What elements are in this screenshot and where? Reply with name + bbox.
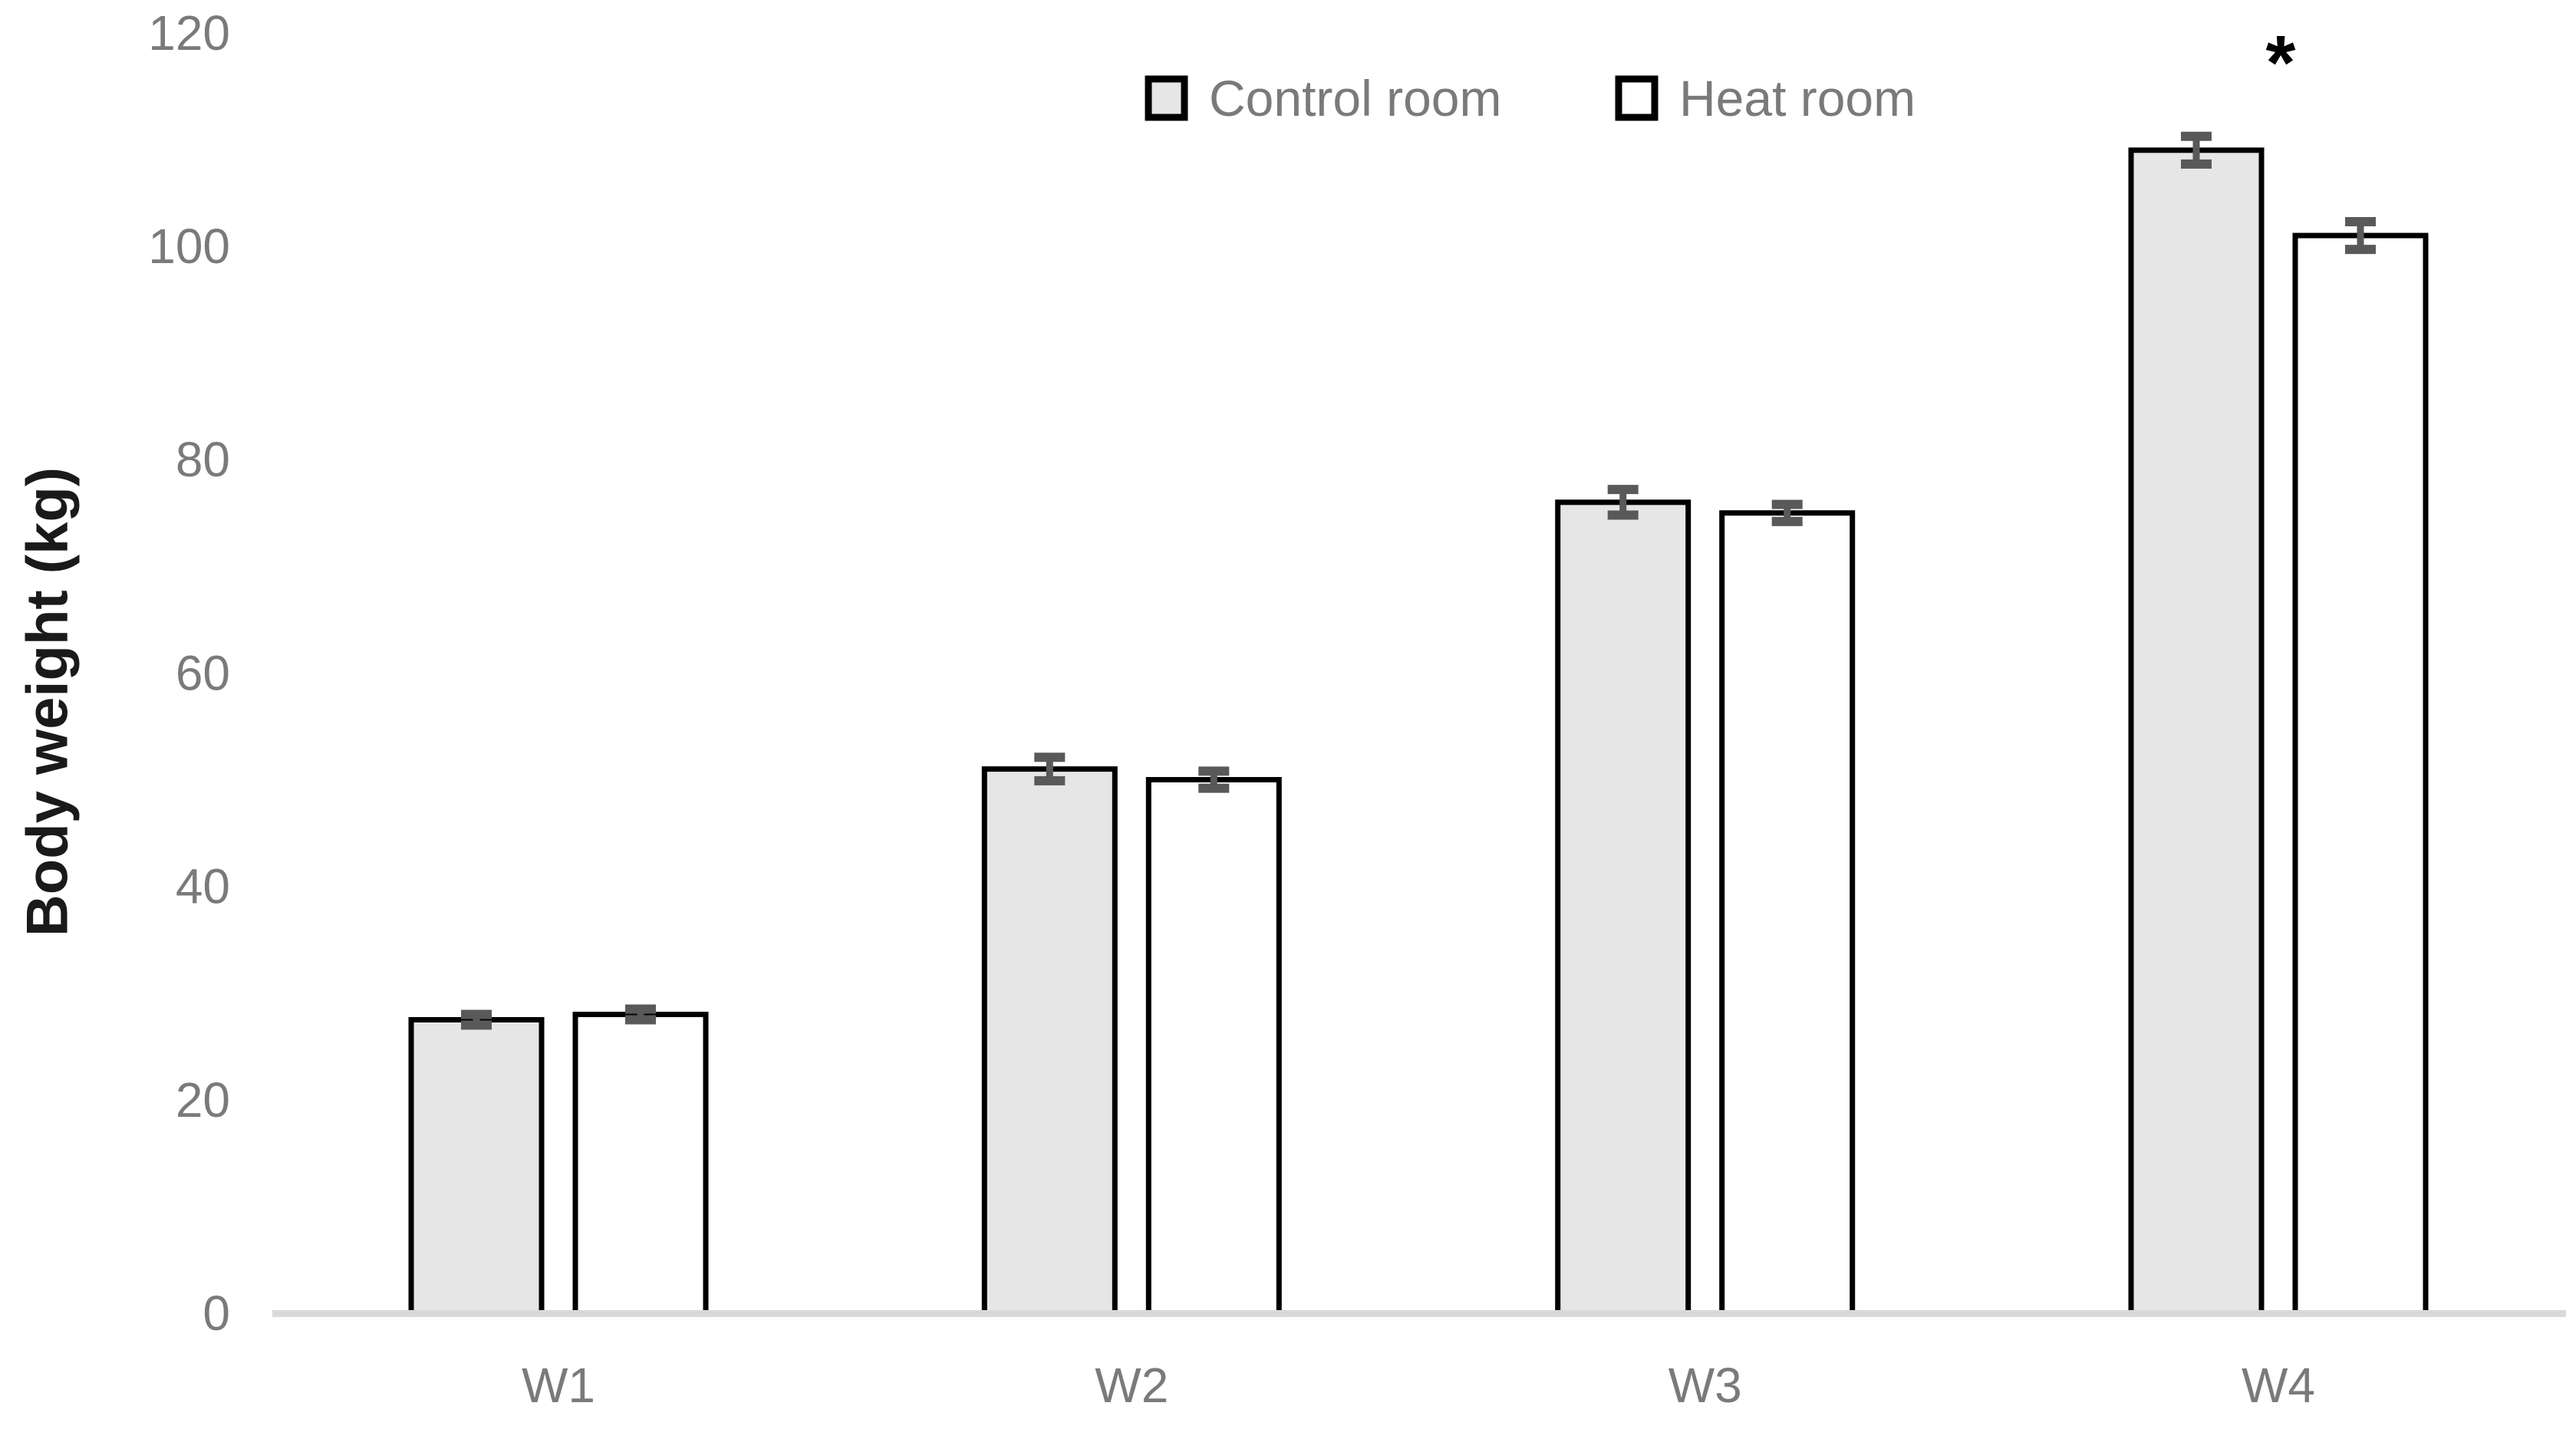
- bar-control-room-w2: [981, 766, 1118, 1316]
- error-cap-bottom-control-room-w2: [1034, 775, 1066, 785]
- error-cap-top-control-room-w1: [461, 1009, 492, 1019]
- bar-control-room-w3: [1555, 499, 1692, 1316]
- bar-heat-room-w4: [2292, 232, 2429, 1316]
- error-cap-top-control-room-w3: [1607, 485, 1639, 495]
- error-cap-bottom-heat-room-w3: [1771, 516, 1803, 526]
- y-tick-label-60: 60: [176, 645, 230, 700]
- error-cap-top-heat-room-w2: [1198, 766, 1230, 776]
- error-cap-bottom-heat-room-w1: [625, 1015, 656, 1025]
- error-bars-layer: [461, 131, 2376, 1030]
- error-cap-top-control-room-w4: [2181, 131, 2212, 141]
- bar-control-room-w1: [408, 1016, 545, 1316]
- legend: Control room Heat room: [1145, 70, 1916, 127]
- y-tick-label-20: 20: [176, 1072, 230, 1128]
- error-cap-bottom-control-room-w4: [2181, 159, 2212, 169]
- y-tick-label-120: 120: [148, 5, 230, 61]
- x-category-label-w3: W3: [1668, 1358, 1742, 1413]
- y-tick-label-40: 40: [176, 859, 230, 914]
- error-cap-top-heat-room-w3: [1771, 499, 1803, 509]
- x-axis-line: [272, 1310, 2566, 1317]
- x-category-labels: W1 W2 W3 W4: [522, 1358, 2315, 1413]
- legend-label-control-room: Control room: [1209, 70, 1501, 127]
- bar-heat-room-w1: [572, 1012, 709, 1316]
- legend-label-heat-room: Heat room: [1679, 70, 1916, 127]
- y-tick-labels: 0 20 40 60 80 100 120: [148, 5, 230, 1341]
- error-cap-bottom-control-room-w3: [1607, 510, 1639, 520]
- x-category-label-w4: W4: [2242, 1358, 2315, 1413]
- bars-layer: [408, 147, 2429, 1316]
- x-category-label-w2: W2: [1095, 1358, 1168, 1413]
- bar-heat-room-w2: [1145, 777, 1282, 1316]
- y-tick-label-80: 80: [176, 432, 230, 487]
- y-axis-title: Body weight (kg): [15, 467, 81, 937]
- bar-heat-room-w3: [1719, 510, 1856, 1316]
- legend-swatch-control-room: [1145, 75, 1188, 121]
- y-tick-label-100: 100: [148, 219, 230, 274]
- x-category-label-w1: W1: [522, 1358, 595, 1413]
- error-cap-top-heat-room-w4: [2345, 217, 2376, 227]
- y-tick-label-0: 0: [203, 1286, 230, 1341]
- error-cap-top-control-room-w2: [1034, 752, 1066, 762]
- bar-control-room-w4: [2128, 147, 2265, 1316]
- error-cap-bottom-control-room-w1: [461, 1020, 492, 1030]
- error-cap-bottom-heat-room-w2: [1198, 783, 1230, 793]
- error-cap-top-heat-room-w1: [625, 1004, 656, 1014]
- legend-swatch-heat-room: [1615, 75, 1659, 121]
- annotations-layer: *: [2266, 20, 2296, 106]
- error-cap-bottom-heat-room-w4: [2345, 245, 2376, 255]
- significance-asterisk-w4: *: [2266, 20, 2296, 106]
